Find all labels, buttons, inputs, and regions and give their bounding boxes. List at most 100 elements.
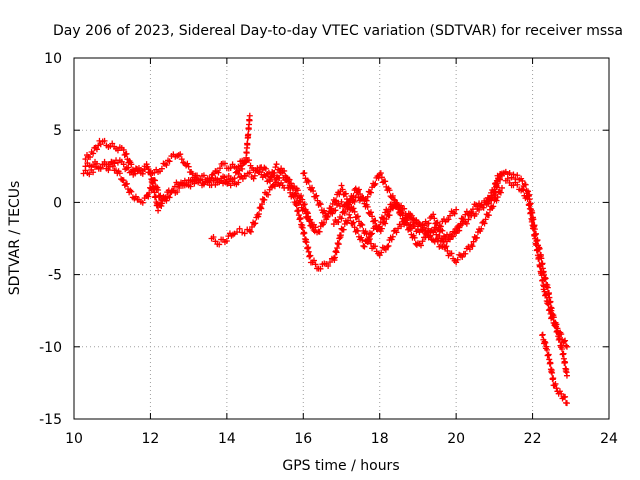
plus-marker (257, 204, 264, 211)
plus-marker (82, 163, 89, 170)
plus-marker (563, 400, 570, 407)
plus-marker (443, 238, 450, 245)
y-tick-label: 0 (53, 195, 62, 211)
plus-marker (493, 197, 500, 204)
plus-marker (390, 203, 397, 210)
plus-marker (221, 174, 228, 181)
plus-marker (82, 156, 89, 163)
plus-marker (378, 225, 385, 232)
plus-marker (317, 265, 324, 272)
data-points (80, 112, 570, 407)
plus-marker (338, 182, 345, 189)
x-tick-label: 16 (294, 431, 312, 447)
plus-marker (347, 214, 354, 221)
plus-marker (255, 210, 262, 217)
plus-marker (109, 140, 116, 147)
plus-marker (251, 172, 258, 179)
plus-marker (539, 331, 546, 338)
plus-marker (470, 238, 477, 245)
plus-marker (262, 165, 269, 172)
plus-marker (151, 189, 158, 196)
plus-marker (377, 170, 384, 177)
plus-marker (524, 195, 531, 202)
series-track-g (330, 185, 498, 250)
plus-marker (536, 255, 543, 262)
plus-marker (549, 369, 556, 376)
plus-marker (259, 201, 266, 208)
x-tick-label: 24 (600, 431, 618, 447)
plus-marker (316, 228, 323, 235)
plus-marker (177, 151, 184, 158)
plus-marker (187, 183, 194, 190)
plus-marker (364, 193, 371, 200)
plus-marker (313, 192, 320, 199)
plus-marker (310, 188, 317, 195)
plus-marker (346, 211, 353, 218)
plus-marker (105, 167, 112, 174)
plus-marker (560, 350, 567, 357)
plus-marker (304, 210, 311, 217)
plus-marker (301, 201, 308, 208)
plus-marker (304, 177, 311, 184)
plus-marker (463, 220, 470, 227)
plus-marker (563, 342, 570, 349)
plus-marker (290, 193, 297, 200)
plus-marker (359, 237, 366, 244)
x-tick-label: 20 (447, 431, 465, 447)
plus-marker (288, 180, 295, 187)
plus-marker (354, 187, 361, 194)
plus-marker (216, 165, 223, 172)
plus-marker (401, 205, 408, 212)
plus-marker (451, 210, 458, 217)
plus-marker (309, 184, 316, 191)
plus-marker (552, 380, 559, 387)
plus-marker (221, 160, 228, 167)
plus-marker (254, 168, 261, 175)
plus-marker (393, 199, 400, 206)
plus-marker (301, 230, 308, 237)
plus-marker (340, 226, 347, 233)
plus-marker (497, 189, 504, 196)
plus-marker (510, 171, 517, 178)
plus-marker (87, 154, 94, 161)
plus-marker (350, 219, 357, 226)
plus-marker (216, 178, 223, 185)
plus-marker (476, 206, 483, 213)
plus-marker (93, 160, 100, 167)
plus-marker (261, 196, 268, 203)
plus-marker (96, 137, 103, 144)
plus-marker (553, 385, 560, 392)
x-tick-label: 10 (65, 431, 83, 447)
plus-marker (363, 238, 370, 245)
plus-marker (163, 162, 170, 169)
plus-marker (524, 188, 531, 195)
plus-marker (506, 170, 513, 177)
plus-marker (381, 219, 388, 226)
plus-marker (128, 188, 135, 195)
plus-marker (369, 230, 376, 237)
plus-marker (354, 213, 361, 220)
plus-marker (534, 246, 541, 253)
y-tick-label: -5 (48, 268, 62, 284)
plus-marker (335, 219, 342, 226)
plus-marker (549, 314, 556, 321)
plus-marker (216, 241, 223, 248)
plus-marker (382, 178, 389, 185)
plus-marker (349, 220, 356, 227)
plus-marker (303, 239, 310, 246)
plus-marker (519, 177, 526, 184)
plus-marker (235, 179, 242, 186)
plus-marker (408, 212, 415, 219)
plus-marker (514, 181, 521, 188)
plus-marker (556, 388, 563, 395)
plus-marker (367, 231, 374, 238)
plus-marker (236, 225, 243, 232)
plus-marker (312, 261, 319, 268)
plus-marker (246, 112, 253, 119)
plus-marker (362, 228, 369, 235)
plus-marker (547, 360, 554, 367)
plus-marker (544, 284, 551, 291)
plus-marker (382, 246, 389, 253)
plus-marker (481, 220, 488, 227)
plus-marker (360, 242, 367, 249)
